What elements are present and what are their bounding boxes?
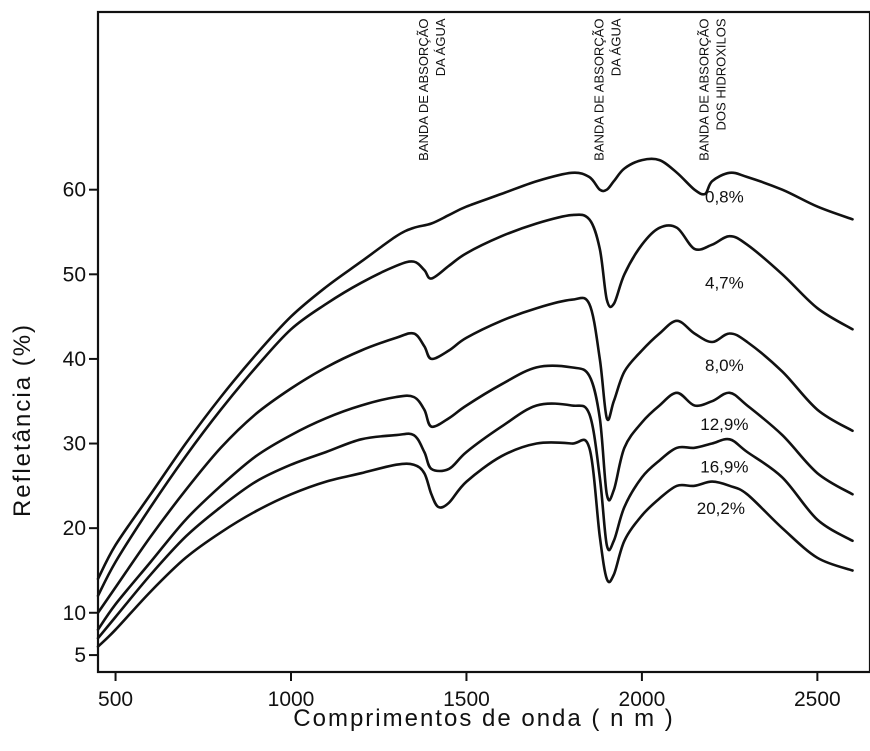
- series-label-4: 16,9%: [700, 457, 748, 476]
- series-label-3: 12,9%: [700, 415, 748, 434]
- band-annotation-2-line-1: DOS HIDROXILOS: [714, 18, 729, 130]
- y-tick-label-3: 30: [63, 433, 86, 456]
- series-label-1: 4,7%: [705, 274, 744, 293]
- y-tick-label-5: 50: [63, 263, 86, 286]
- series-curve-3: [96, 364, 854, 631]
- x-tick-label-4: 2500: [794, 688, 841, 711]
- band-annotations: BANDA DE ABSORÇÃO DA ÁGUA BANDA DE ABSORÇÃ…: [416, 18, 729, 161]
- band-annotation-1: BANDA DE ABSORÇÃO DA ÁGUA: [591, 18, 623, 161]
- y-tick-label-0: 5: [74, 644, 86, 667]
- x-tick-label-3: 2000: [619, 688, 666, 711]
- series-label-0: 0,8%: [705, 187, 744, 206]
- x-tick-label-1: 1000: [268, 688, 315, 711]
- band-annotation-1-line-1: DA ÁGUA: [608, 18, 623, 76]
- y-tick-label-1: 10: [63, 602, 86, 625]
- x-tick-label-0: 500: [98, 688, 133, 711]
- band-annotation-0-line-0: BANDA DE ABSORÇÃO: [416, 19, 431, 161]
- band-annotation-2: BANDA DE ABSORÇÃO DOS HIDROXILOS: [697, 18, 729, 161]
- band-annotation-2-line-0: BANDA DE ABSORÇÃO: [697, 19, 712, 161]
- series-curve-4: [96, 402, 854, 640]
- band-annotation-0-line-1: DA ÁGUA: [433, 18, 448, 76]
- plot-frame: [96, 10, 870, 674]
- series-label-5: 20,2%: [697, 499, 745, 518]
- series-labels: 0,8% 4,7% 8,0% 12,9% 16,9% 20,2%: [697, 187, 749, 517]
- x-tick-label-2: 1500: [443, 688, 490, 711]
- series-curve-1: [96, 213, 854, 598]
- series-label-2: 8,0%: [705, 356, 744, 375]
- y-axis: 5 10 20 30 40 50 60: [63, 179, 98, 667]
- y-axis-title: Refletância (%): [9, 323, 36, 517]
- x-axis-title: Comprimentos de onda ( n m ): [293, 705, 674, 732]
- series-curve-0: [96, 157, 854, 581]
- x-axis: 500 1000 1500 2000 2500: [98, 672, 841, 711]
- band-annotation-1-line-0: BANDA DE ABSORÇÃO: [591, 19, 606, 161]
- band-annotation-0: BANDA DE ABSORÇÃO DA ÁGUA: [416, 18, 448, 161]
- y-tick-label-2: 20: [63, 517, 86, 540]
- series-curve-5: [96, 438, 854, 648]
- y-tick-label-6: 60: [63, 179, 86, 202]
- series-curve-2: [96, 296, 854, 615]
- y-tick-label-4: 40: [63, 348, 86, 371]
- series-curves: [96, 157, 854, 648]
